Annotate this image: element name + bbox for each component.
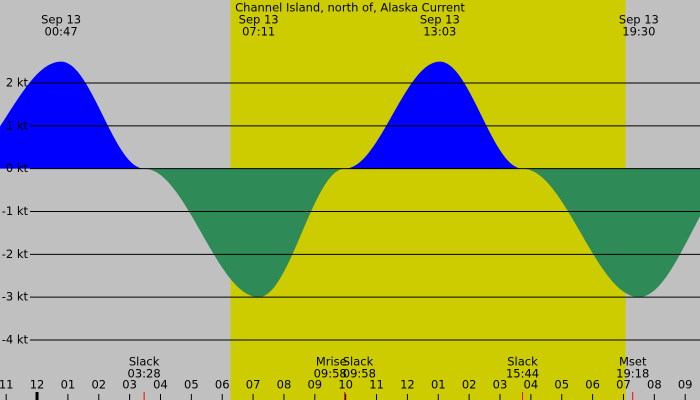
x-tick-label: 03 bbox=[493, 378, 508, 392]
event-label: Mrise bbox=[316, 355, 347, 369]
x-tick-label: 04 bbox=[153, 378, 168, 392]
x-tick-label: 09 bbox=[678, 378, 693, 392]
top-time: 07:11 bbox=[242, 25, 275, 39]
ebb-area bbox=[522, 168, 700, 298]
x-tick-label: 11 bbox=[369, 378, 384, 392]
flood-area bbox=[0, 61, 145, 169]
top-time: 13:03 bbox=[423, 25, 456, 39]
chart-title: Channel Island, north of, Alaska Current bbox=[235, 1, 465, 15]
x-tick-label: 05 bbox=[554, 378, 569, 392]
y-tick-label: -3 kt bbox=[2, 290, 29, 304]
event-label: Slack bbox=[343, 355, 374, 369]
y-tick-label: -4 kt bbox=[2, 333, 29, 347]
event-label: Slack bbox=[507, 355, 538, 369]
x-tick-label: 03 bbox=[122, 378, 137, 392]
top-time: 00:47 bbox=[45, 25, 78, 39]
x-tick-label: 07 bbox=[246, 378, 261, 392]
x-tick-label: 01 bbox=[61, 378, 76, 392]
event-time: 03:28 bbox=[128, 367, 161, 381]
x-tick-label: 04 bbox=[524, 378, 539, 392]
x-tick-label: 12 bbox=[400, 378, 415, 392]
ebb-area bbox=[144, 168, 345, 298]
x-tick-label: 08 bbox=[277, 378, 292, 392]
x-tick-label: 02 bbox=[462, 378, 477, 392]
event-time: 09:58 bbox=[343, 367, 376, 381]
x-tick-label: 12 bbox=[30, 378, 45, 392]
top-date: Sep 13 bbox=[619, 13, 659, 27]
y-tick-label: -1 kt bbox=[2, 204, 29, 218]
event-label: Mset bbox=[619, 355, 647, 369]
x-tick-label: 10 bbox=[338, 378, 353, 392]
x-tick-label: 01 bbox=[431, 378, 446, 392]
event-time: 09:58 bbox=[314, 367, 347, 381]
event-label: Slack bbox=[129, 355, 160, 369]
y-tick-label: 2 kt bbox=[6, 76, 29, 90]
x-tick-label: 02 bbox=[91, 378, 106, 392]
y-tick-label: 1 kt bbox=[6, 118, 29, 132]
x-tick-label: 05 bbox=[184, 378, 199, 392]
top-date: Sep 13 bbox=[420, 13, 460, 27]
x-tick-label: 07 bbox=[616, 378, 631, 392]
x-tick-label: 06 bbox=[585, 378, 600, 392]
top-date: Sep 13 bbox=[41, 13, 81, 27]
event-time: 15:44 bbox=[506, 367, 539, 381]
x-tick-label: 06 bbox=[215, 378, 230, 392]
y-tick-label: -2 kt bbox=[2, 247, 29, 261]
x-tick-label: 11 bbox=[0, 378, 13, 392]
x-tick-label: 08 bbox=[647, 378, 662, 392]
event-time: 19:18 bbox=[616, 367, 649, 381]
x-tick-label: 09 bbox=[307, 378, 322, 392]
top-time: 19:30 bbox=[622, 25, 655, 39]
top-date: Sep 13 bbox=[239, 13, 279, 27]
flood-area bbox=[344, 61, 523, 169]
y-tick-label: 0 kt bbox=[6, 161, 29, 175]
